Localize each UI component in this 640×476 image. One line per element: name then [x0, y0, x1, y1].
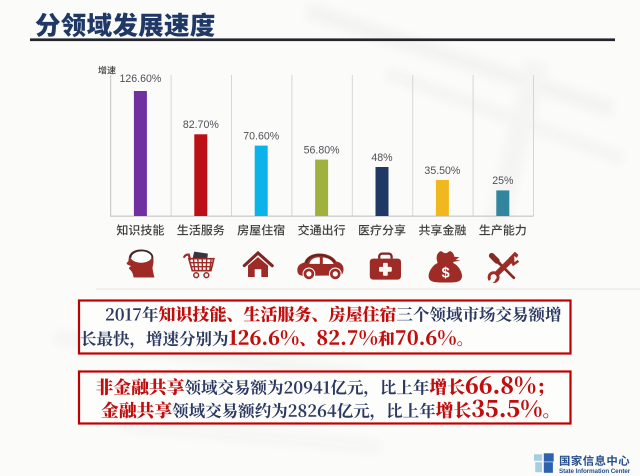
svg-text:35.50%: 35.50% [424, 165, 461, 177]
svg-text:56.80%: 56.80% [304, 144, 341, 156]
svg-text:126.60%: 126.60% [119, 73, 161, 85]
svg-text:82.70%: 82.70% [183, 119, 220, 131]
svg-text:$: $ [442, 266, 450, 282]
svg-text:State Information Center: State Information Center [559, 468, 631, 475]
svg-text:70.60%: 70.60% [243, 130, 280, 142]
svg-text:25%: 25% [492, 175, 514, 187]
svg-text:48%: 48% [371, 152, 393, 164]
